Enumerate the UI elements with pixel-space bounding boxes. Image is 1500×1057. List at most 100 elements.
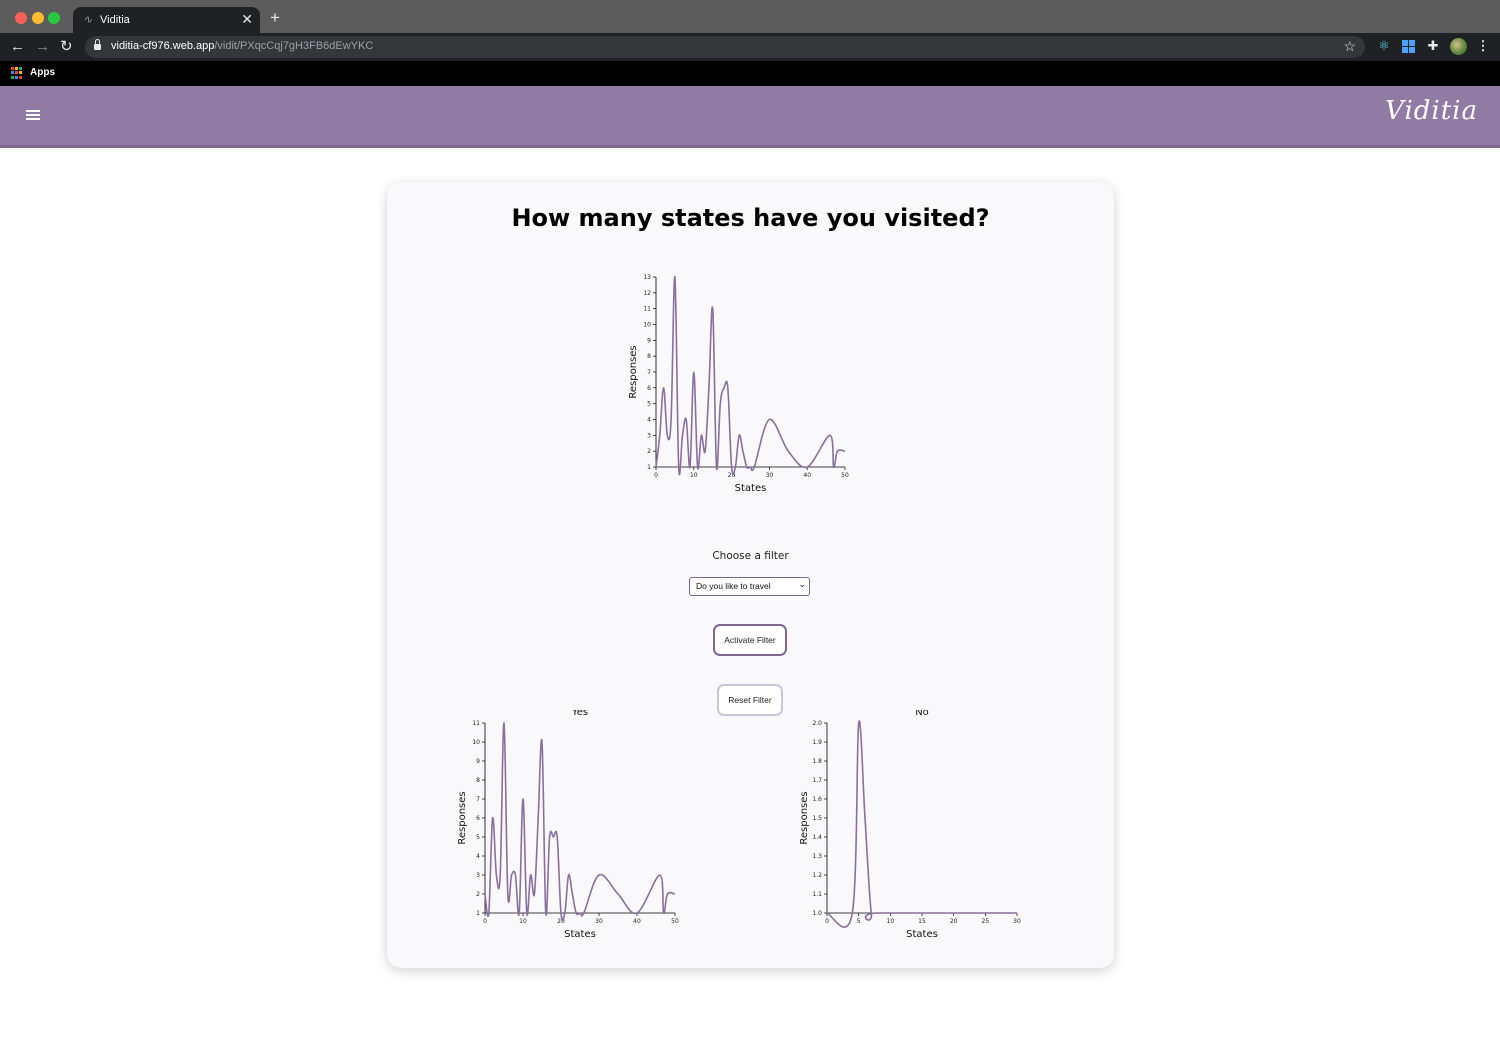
y-tick-label: 1.8 — [812, 758, 822, 765]
y-tick-label: 11 — [472, 720, 480, 727]
x-tick-label: 0 — [483, 918, 487, 925]
y-tick-label: 1.9 — [812, 739, 822, 746]
activate-filter-button[interactable]: Activate Filter — [713, 624, 787, 656]
profile-avatar[interactable] — [1450, 38, 1467, 55]
x-tick-label: 20 — [557, 918, 565, 925]
y-tick-label: 1.0 — [812, 910, 822, 917]
y-tick-label: 13 — [643, 274, 651, 281]
y-tick-label: 3 — [647, 432, 651, 439]
x-tick-label: 0 — [825, 918, 829, 925]
close-tab-icon[interactable]: ✕ — [241, 11, 253, 27]
x-tick-label: 20 — [950, 918, 958, 925]
y-axis-label: Responses — [628, 345, 639, 398]
y-tick-label: 1 — [647, 464, 651, 471]
y-tick-label: 1.6 — [812, 796, 822, 803]
y-tick-label: 12 — [643, 290, 651, 297]
y-tick-label: 9 — [476, 758, 480, 765]
series-line — [655, 276, 846, 476]
chevron-down-icon: ⌄ — [798, 579, 806, 589]
viditia-favicon-icon: ∿ — [83, 13, 93, 26]
x-tick-label: 20 — [728, 472, 736, 479]
back-arrow-icon[interactable]: ← — [10, 38, 25, 55]
y-tick-label: 2 — [647, 448, 651, 455]
new-tab-icon[interactable]: + — [270, 8, 280, 27]
y-tick-label: 5 — [647, 401, 651, 408]
y-tick-label: 8 — [476, 777, 480, 784]
apps-bookmark[interactable]: Apps — [30, 67, 55, 78]
y-tick-label: 1.1 — [812, 891, 822, 898]
reload-icon[interactable]: ↻ — [60, 38, 73, 55]
question-title: How many states have you visited? — [511, 204, 990, 232]
bookmarks-bar: Apps — [0, 61, 1500, 86]
browser-titlebar: ∿ Viditia ✕ + — [0, 0, 1500, 33]
x-axis-label: States — [735, 483, 767, 494]
y-tick-label: 4 — [647, 417, 651, 424]
browser-tab[interactable]: ∿ Viditia ✕ — [73, 7, 260, 33]
y-tick-label: 1.3 — [812, 853, 822, 860]
x-tick-label: 0 — [654, 472, 658, 479]
x-tick-label: 40 — [803, 472, 811, 479]
x-tick-label: 25 — [982, 918, 990, 925]
url-text[interactable]: viditia-cf976.web.app/vidit/PXqcCqj7gH3F… — [111, 40, 373, 52]
y-tick-label: 2 — [476, 891, 480, 898]
y-tick-label: 1.7 — [812, 777, 822, 784]
y-tick-label: 1.4 — [812, 834, 822, 841]
yes-line-chart: Yes 1 2 3 4 5 6 7 8 9 10 11 0 10 20 30 40 50 States Respons… — [457, 710, 679, 940]
no-line-chart: No 1.0 1.1 1.2 1.3 1.4 1.5 1.6 1.7 1.8 1.9 2.0 0 5 10 1… — [799, 710, 1021, 940]
puzzle-icon[interactable]: ✚ — [1427, 38, 1439, 53]
maximize-window-icon[interactable] — [48, 12, 60, 24]
y-tick-label: 7 — [476, 796, 480, 803]
url-host: viditia-cf976.web.app — [111, 40, 215, 52]
forward-arrow-icon[interactable]: → — [35, 38, 50, 55]
x-tick-label: 40 — [633, 918, 641, 925]
series-line — [826, 720, 1017, 928]
x-tick-label: 15 — [918, 918, 926, 925]
y-tick-label: 6 — [476, 815, 480, 822]
bookmark-star-icon[interactable]: ☆ — [1343, 38, 1356, 54]
y-tick-label: 11 — [643, 306, 651, 313]
windows-grid-icon[interactable] — [1400, 38, 1416, 54]
address-bar[interactable]: viditia-cf976.web.app/vidit/PXqcCqj7gH3F… — [85, 36, 1365, 58]
minimize-window-icon[interactable] — [32, 12, 44, 24]
y-tick-label: 9 — [647, 337, 651, 344]
kebab-menu-icon[interactable]: ⋮ — [1476, 38, 1490, 53]
y-tick-label: 6 — [647, 385, 651, 392]
x-tick-label: 30 — [1013, 918, 1021, 925]
x-tick-label: 30 — [595, 918, 603, 925]
close-window-icon[interactable] — [15, 12, 27, 24]
app-header: Viditia — [0, 86, 1500, 148]
x-tick-label: 50 — [841, 472, 849, 479]
hamburger-menu-icon[interactable] — [26, 110, 40, 121]
y-tick-label: 10 — [472, 739, 480, 746]
url-path: /vidit/PXqcCqj7gH3FB6dEwYKC — [214, 40, 374, 52]
filter-select-value: Do you like to travel — [696, 581, 771, 591]
browser-toolbar: ← → ↻ viditia-cf976.web.app/vidit/PXqcCq… — [0, 33, 1500, 61]
reset-filter-button[interactable]: Reset Filter — [717, 684, 783, 716]
series-line — [484, 722, 676, 922]
y-tick-label: 1.2 — [812, 872, 822, 879]
x-tick-label: 10 — [690, 472, 698, 479]
y-axis-label: Responses — [457, 791, 468, 844]
brand-logo[interactable]: Viditia — [1385, 96, 1478, 126]
y-tick-label: 2.0 — [812, 720, 822, 727]
x-tick-label: 50 — [671, 918, 679, 925]
filter-select[interactable]: Do you like to travel ⌄ — [689, 577, 810, 596]
x-tick-label: 10 — [519, 918, 527, 925]
chart-title: No — [915, 710, 929, 718]
y-axis-label: Responses — [799, 791, 810, 844]
filter-label: Choose a filter — [712, 550, 789, 562]
y-tick-label: 1 — [476, 910, 480, 917]
chart-title: Yes — [571, 710, 588, 718]
lock-icon[interactable] — [94, 39, 101, 51]
tab-title: Viditia — [100, 14, 130, 26]
x-tick-label: 10 — [887, 918, 895, 925]
y-tick-label: 3 — [476, 872, 480, 879]
apps-grid-icon[interactable] — [11, 67, 23, 79]
y-tick-label: 4 — [476, 853, 480, 860]
y-tick-label: 10 — [643, 322, 651, 329]
y-tick-label: 7 — [647, 369, 651, 376]
react-icon[interactable]: ⚛ — [1378, 38, 1390, 53]
x-axis-label: States — [906, 929, 938, 940]
x-axis-label: States — [564, 929, 596, 940]
